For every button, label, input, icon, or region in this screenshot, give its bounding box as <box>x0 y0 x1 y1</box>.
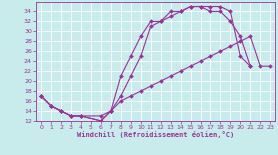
X-axis label: Windchill (Refroidissement éolien,°C): Windchill (Refroidissement éolien,°C) <box>77 131 234 138</box>
